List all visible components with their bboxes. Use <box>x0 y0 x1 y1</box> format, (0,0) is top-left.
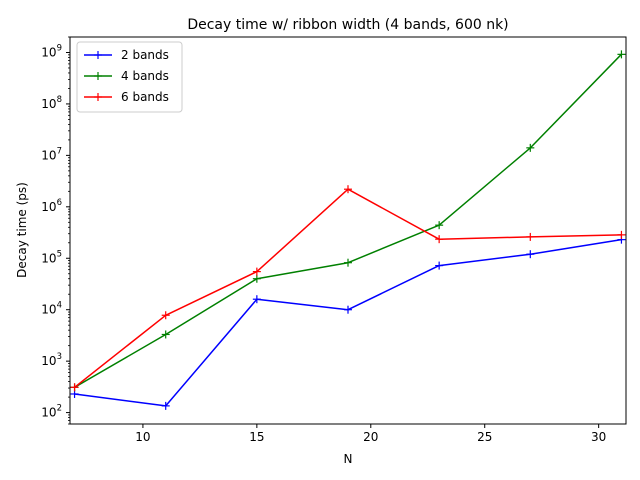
series-line-3 <box>74 188 622 388</box>
data-point <box>435 235 444 244</box>
data-point <box>526 232 535 241</box>
data-point <box>70 383 79 392</box>
y-axis: 102 103 104 105 106 107 108 109 <box>41 36 70 425</box>
y-tick-label: 103 <box>41 352 62 368</box>
x-tick-label: 15 <box>249 430 264 444</box>
y-axis-label: Decay time (ps) <box>15 182 29 278</box>
y-tick-label: 107 <box>41 146 62 162</box>
x-tick-label: 30 <box>591 430 606 444</box>
data-point <box>526 250 535 259</box>
plot-area <box>70 50 626 410</box>
data-point <box>252 267 261 276</box>
legend-label: 6 bands <box>121 90 169 104</box>
y-tick-label: 106 <box>41 198 62 214</box>
data-point <box>161 311 170 320</box>
y-tick-label: 109 <box>41 43 62 59</box>
data-point <box>526 143 535 152</box>
legend-entry: 4 bands <box>84 69 169 83</box>
data-point <box>252 274 261 283</box>
data-point <box>161 401 170 410</box>
plot-frame <box>69 36 627 425</box>
data-point <box>252 295 261 304</box>
y-tick-label: 105 <box>41 249 62 265</box>
legend-label: 2 bands <box>121 48 169 62</box>
legend-box <box>76 41 183 113</box>
legend-entry: 2 bands <box>84 48 169 62</box>
legend: 2 bands 4 bands 6 bands <box>76 41 183 113</box>
y-tick-label: 102 <box>41 404 62 420</box>
x-axis: 10 15 20 25 30 <box>135 424 606 444</box>
legend-entry: 6 bands <box>84 90 169 104</box>
x-tick-label: 20 <box>363 430 378 444</box>
data-point <box>617 50 626 59</box>
data-point <box>435 261 444 270</box>
data-point <box>344 258 352 267</box>
data-point <box>70 389 79 398</box>
y-tick-label: 104 <box>41 301 62 317</box>
data-point <box>344 185 352 194</box>
chart-title: Decay time w/ ribbon width (4 bands, 600… <box>187 17 508 33</box>
data-point <box>161 330 170 339</box>
legend-label: 4 bands <box>121 69 169 83</box>
data-point <box>435 221 444 230</box>
x-tick-label: 10 <box>135 430 150 444</box>
y-tick-label: 108 <box>41 95 62 111</box>
x-tick-label: 25 <box>477 430 492 444</box>
data-point <box>344 305 352 314</box>
x-axis-label: N <box>344 452 353 466</box>
data-point <box>617 230 626 239</box>
